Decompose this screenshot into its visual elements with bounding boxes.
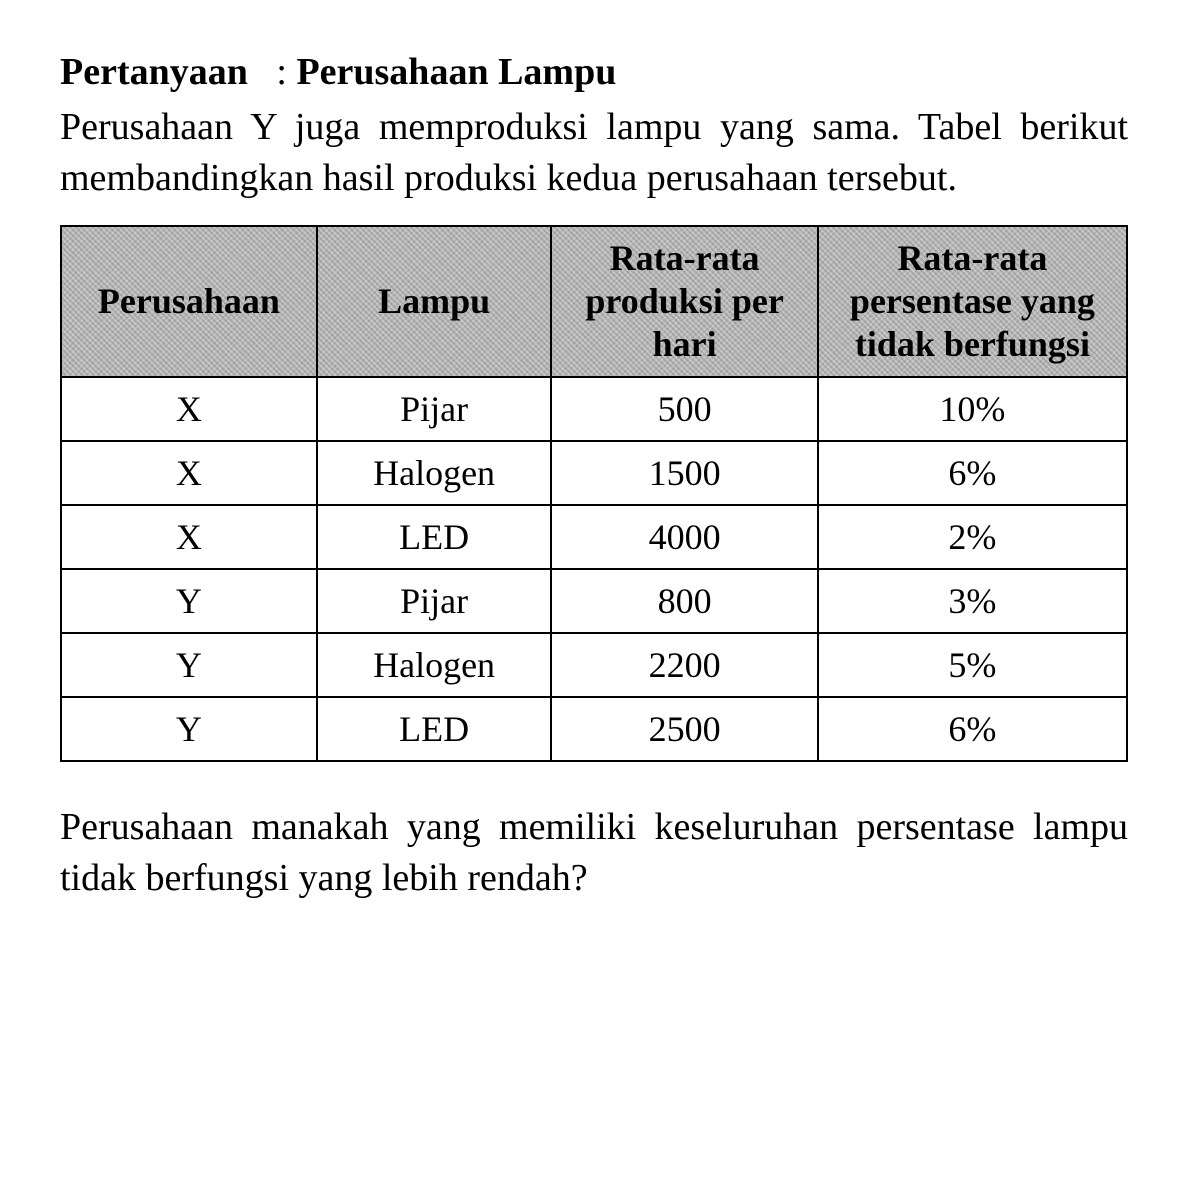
col-header-lampu: Lampu — [317, 226, 552, 378]
question-paragraph: Perusahaan manakah yang memiliki keselur… — [60, 802, 1128, 905]
cell-lampu: Pijar — [317, 569, 552, 633]
cell-produksi: 500 — [551, 377, 818, 441]
table-row: X Halogen 1500 6% — [61, 441, 1127, 505]
table-row: Y LED 2500 6% — [61, 697, 1127, 761]
cell-persen: 2% — [818, 505, 1127, 569]
cell-perusahaan: X — [61, 505, 317, 569]
cell-perusahaan: Y — [61, 697, 317, 761]
cell-produksi: 2500 — [551, 697, 818, 761]
cell-produksi: 4000 — [551, 505, 818, 569]
question-heading: Pertanyaan : Perusahaan Lampu — [60, 50, 1128, 94]
table-row: X LED 4000 2% — [61, 505, 1127, 569]
heading-separator: : — [276, 51, 287, 93]
cell-lampu: LED — [317, 505, 552, 569]
table-header-row: Perusahaan Lampu Rata-rata produksi per … — [61, 226, 1127, 378]
col-header-produksi: Rata-rata produksi per hari — [551, 226, 818, 378]
data-table: Perusahaan Lampu Rata-rata produksi per … — [60, 225, 1128, 763]
cell-lampu: Halogen — [317, 441, 552, 505]
heading-value: Perusahaan Lampu — [296, 51, 616, 93]
cell-persen: 10% — [818, 377, 1127, 441]
cell-persen: 3% — [818, 569, 1127, 633]
cell-perusahaan: X — [61, 377, 317, 441]
col-header-persen: Rata-rata persentase yang tidak berfungs… — [818, 226, 1127, 378]
cell-lampu: Halogen — [317, 633, 552, 697]
cell-persen: 6% — [818, 697, 1127, 761]
cell-perusahaan: Y — [61, 569, 317, 633]
cell-produksi: 1500 — [551, 441, 818, 505]
cell-persen: 5% — [818, 633, 1127, 697]
cell-perusahaan: Y — [61, 633, 317, 697]
table-row: Y Halogen 2200 5% — [61, 633, 1127, 697]
intro-paragraph: Perusahaan Y juga memproduksi lampu yang… — [60, 102, 1128, 205]
table-row: X Pijar 500 10% — [61, 377, 1127, 441]
cell-lampu: Pijar — [317, 377, 552, 441]
col-header-perusahaan: Perusahaan — [61, 226, 317, 378]
cell-perusahaan: X — [61, 441, 317, 505]
cell-produksi: 800 — [551, 569, 818, 633]
table-row: Y Pijar 800 3% — [61, 569, 1127, 633]
cell-produksi: 2200 — [551, 633, 818, 697]
cell-persen: 6% — [818, 441, 1127, 505]
heading-label: Pertanyaan — [60, 51, 248, 93]
cell-lampu: LED — [317, 697, 552, 761]
